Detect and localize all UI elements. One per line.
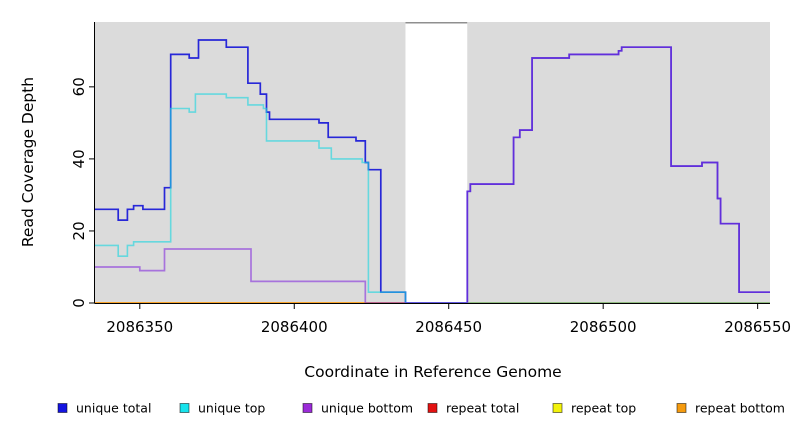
x-tick-label: 2086550: [724, 318, 791, 336]
legend-label: unique bottom: [321, 401, 413, 416]
legend-label: repeat total: [446, 401, 519, 416]
x-axis-title: Coordinate in Reference Genome: [304, 363, 561, 381]
y-tick-label: 40: [70, 149, 88, 168]
x-tick-label: 2086450: [415, 318, 482, 336]
legend-item-repeat-bottom: repeat bottom: [676, 401, 785, 416]
series-unique-bottom-line: [95, 46, 770, 304]
legend-label: unique top: [198, 401, 265, 416]
y-tick-label: 20: [70, 221, 88, 240]
plot-area: [95, 22, 770, 304]
y-tick-label: 60: [70, 77, 88, 96]
no-data-gap: [405, 22, 468, 303]
legend-label: repeat bottom: [695, 401, 785, 416]
axes: 2086350 2086400 2086450 2086500 2086550 0 20 40…: [70, 22, 791, 336]
y-tick-label: 0: [70, 298, 88, 308]
legend-item-unique-total: unique total: [57, 401, 151, 416]
x-tick-label: 2086350: [106, 318, 173, 336]
legend-swatch: [302, 403, 313, 413]
x-tick-label: 2086400: [261, 318, 328, 336]
x-tick-label: 2086500: [570, 318, 637, 336]
legend-swatch: [179, 403, 190, 413]
legend: unique total unique top unique bottom repea…: [57, 401, 785, 416]
legend-label: repeat top: [571, 401, 636, 416]
legend-item-repeat-total: repeat total: [427, 401, 519, 416]
legend-label: unique total: [76, 401, 151, 416]
legend-swatch: [552, 403, 563, 413]
legend-item-unique-bottom: unique bottom: [302, 401, 413, 416]
legend-swatch: [57, 403, 68, 413]
legend-item-unique-top: unique top: [179, 401, 265, 416]
series-unique-top-line: [95, 93, 770, 304]
legend-swatch: [676, 403, 687, 413]
legend-swatch: [427, 403, 438, 413]
y-axis-title: Read Coverage Depth: [19, 77, 37, 247]
legend-item-repeat-top: repeat top: [552, 401, 636, 416]
